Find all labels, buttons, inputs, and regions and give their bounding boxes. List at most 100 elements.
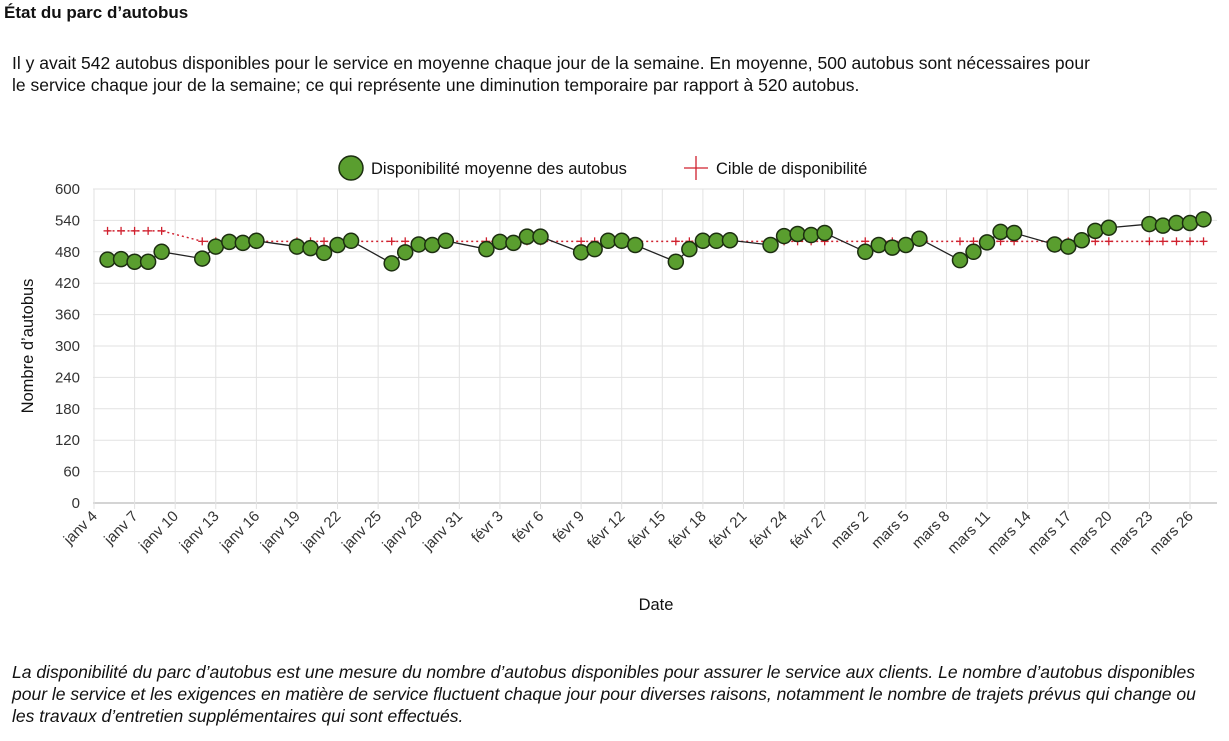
- target-point: [198, 237, 207, 246]
- page-title: État du parc d’autobus: [4, 3, 189, 22]
- y-tick-label: 480: [55, 244, 80, 261]
- y-tick-label: 300: [55, 338, 80, 355]
- target-point: [1145, 237, 1154, 246]
- grid: [93, 188, 1217, 509]
- x-tick-label: mars 2: [828, 508, 872, 552]
- legend-availability-marker: [338, 155, 364, 181]
- availability-point: [897, 236, 915, 254]
- x-tick-label: janv 4: [60, 508, 101, 549]
- availability-point: [1141, 215, 1158, 233]
- availability-point: [139, 253, 157, 270]
- legend: Disponibilité moyenne des autobus Cible …: [338, 155, 867, 181]
- availability-point: [613, 232, 630, 250]
- x-tick-label: janv 22: [297, 508, 344, 555]
- target-point: [1104, 237, 1113, 246]
- y-tick-label: 540: [55, 212, 80, 229]
- availability-point: [599, 232, 617, 250]
- target-point: [144, 226, 153, 235]
- x-tick-label: févr 6: [509, 508, 548, 547]
- target-point: [157, 226, 166, 235]
- availability-point: [1046, 236, 1063, 253]
- legend-target-label: Cible de disponibilité: [716, 160, 867, 178]
- y-tick-label: 120: [55, 432, 80, 449]
- y-tick-labels: 0 60 120 180 240 300 360 420 480 540 600: [55, 181, 80, 512]
- x-tick-label: févr 21: [706, 508, 750, 552]
- target-point: [1199, 237, 1208, 246]
- x-tick-label: janv 13: [176, 508, 223, 555]
- availability-point: [626, 236, 644, 254]
- target-point: [117, 226, 126, 235]
- availability-point: [315, 244, 333, 262]
- target-point: [1172, 237, 1181, 246]
- x-tick-label: mars 11: [944, 508, 994, 558]
- availability-point: [721, 232, 739, 249]
- x-tick-label: mars 17: [1025, 508, 1075, 558]
- availability-point: [884, 239, 901, 256]
- target-point: [130, 226, 139, 235]
- availability-point: [112, 250, 130, 268]
- y-axis-label: Nombre d’autobus: [19, 279, 37, 414]
- availability-point: [789, 225, 806, 243]
- availability-point: [1005, 224, 1023, 242]
- availability-point: [762, 236, 779, 254]
- availability-point: [437, 232, 455, 250]
- target-point: [387, 237, 396, 246]
- x-tick-label: févr 27: [787, 508, 831, 552]
- x-axis-label: Date: [639, 596, 674, 614]
- availability-point: [775, 227, 793, 245]
- x-tick-label: janv 31: [419, 508, 466, 555]
- availability-point: [870, 236, 888, 254]
- legend-target-marker: [684, 156, 708, 180]
- availability-point: [708, 232, 725, 250]
- x-tick-label: févr 18: [665, 508, 709, 552]
- availability-point: [992, 223, 1009, 241]
- availability-point: [126, 253, 143, 270]
- availability-point: [1168, 214, 1185, 232]
- x-tick-label: févr 9: [549, 508, 588, 547]
- x-tick-label: janv 25: [338, 508, 385, 555]
- availability-point: [396, 244, 414, 261]
- availability-point: [410, 236, 427, 253]
- availability-point: [965, 243, 982, 261]
- availability-point: [288, 238, 306, 255]
- availability-point: [667, 253, 685, 270]
- availability-point: [572, 244, 590, 261]
- availability-point: [518, 228, 536, 245]
- availability-point: [505, 234, 522, 252]
- availability-series: [99, 211, 1212, 272]
- availability-point: [1073, 232, 1091, 249]
- availability-point: [342, 232, 360, 250]
- legend-availability-label: Disponibilité moyenne des autobus: [371, 160, 627, 178]
- availability-point: [153, 243, 170, 261]
- availability-point: [1154, 217, 1172, 234]
- availability-point: [911, 230, 928, 247]
- availability-point: [329, 236, 346, 254]
- intro-paragraph: Il y avait 542 autobus disponibles pour …: [12, 53, 1090, 95]
- target-point: [401, 237, 410, 246]
- availability-point: [302, 239, 319, 257]
- x-tick-label: févr 15: [625, 508, 669, 552]
- availability-point: [816, 224, 833, 242]
- target-point: [671, 237, 680, 246]
- x-tick-label: mars 5: [868, 508, 912, 552]
- target-point: [955, 237, 964, 246]
- availability-point: [478, 240, 495, 258]
- x-tick-label: janv 28: [379, 508, 426, 555]
- availability-point: [1087, 222, 1104, 240]
- y-tick-label: 240: [55, 369, 80, 386]
- y-tick-label: 360: [55, 307, 80, 324]
- availability-point: [207, 238, 225, 255]
- availability-point: [193, 250, 211, 267]
- x-tick-label: mars 26: [1146, 508, 1196, 558]
- availability-point: [802, 226, 820, 244]
- y-tick-label: 180: [55, 401, 80, 418]
- y-tick-label: 420: [55, 275, 80, 292]
- footnote: La disponibilité du parc d’autobus est u…: [12, 662, 1196, 726]
- x-tick-label: févr 24: [746, 508, 790, 552]
- target-point: [1186, 237, 1194, 246]
- availability-point: [1059, 238, 1077, 255]
- availability-point: [681, 240, 698, 258]
- target-point: [320, 237, 329, 246]
- target-point: [1158, 237, 1167, 246]
